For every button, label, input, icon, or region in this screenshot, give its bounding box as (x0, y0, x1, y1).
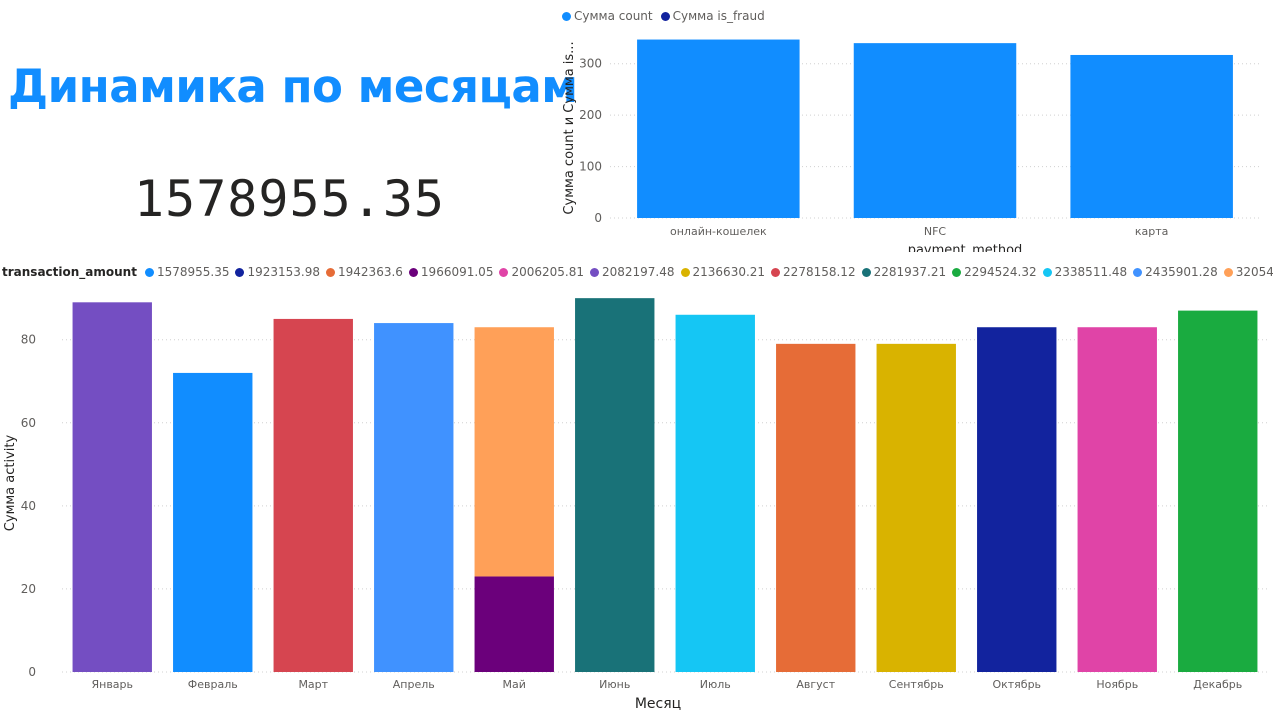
legend-item[interactable]: 1923153.98 (235, 265, 320, 279)
y-tick-label: 40 (21, 499, 36, 513)
legend-dot-icon (408, 267, 418, 277)
legend-title: transaction_amount (2, 265, 137, 279)
bar-segment (977, 327, 1057, 672)
bar-segment (374, 323, 454, 672)
x-tick-label: Август (796, 678, 835, 691)
payment-method-bar-chart: 0 100 200 300 онлайн-кошелек NFC карта payment_… (562, 39, 1260, 252)
bar-segment (1077, 327, 1157, 672)
legend-item-sum-count[interactable]: Сумма count (562, 9, 653, 23)
legend-dot-icon (589, 267, 599, 277)
bar-segment (72, 302, 152, 672)
x-tick-label: NFC (924, 225, 947, 238)
x-tick-label: Ноябрь (1096, 678, 1138, 691)
legend-label: 2006205.81 (511, 265, 584, 279)
legend-item[interactable]: 2136630.21 (680, 265, 766, 279)
legend-item[interactable]: 2278158.12 (771, 265, 856, 279)
legend-item[interactable]: 2435901.28 (1133, 265, 1218, 279)
legend-dot-icon (326, 267, 336, 277)
legend-item[interactable]: 1942363.6 (326, 265, 403, 279)
y-axis-title: Сумма activity (3, 434, 18, 531)
y-tick-label: 0 (28, 665, 36, 679)
legend-label: 2435901.28 (1145, 265, 1218, 279)
legend-dot-icon (952, 267, 962, 277)
legend-item[interactable]: 2294524.32 (952, 265, 1037, 279)
bar-segment (675, 314, 755, 672)
legend-label: 2082197.48 (601, 265, 675, 279)
x-tick-label: Март (298, 678, 328, 691)
legend-label: 2278158.12 (783, 265, 856, 279)
page-title: Динамика по месяцам (8, 60, 578, 113)
bar (853, 43, 1017, 219)
kpi-card-value: 1578955.35 (134, 170, 446, 228)
legend-label: 1923153.98 (247, 265, 321, 279)
legend-label: Сумма count (574, 9, 653, 23)
y-tick-label: 80 (21, 333, 36, 347)
legend-dot-icon (660, 11, 670, 21)
legend-item[interactable]: 32054.13 (1223, 265, 1273, 279)
y-tick-label: 20 (21, 582, 36, 596)
legend-item[interactable]: 2006205.81 (499, 265, 584, 279)
legend-item[interactable]: 2338511.48 (1042, 265, 1128, 279)
y-tick-label: 100 (579, 160, 602, 174)
legend-item[interactable]: 1578955.35 (144, 265, 230, 279)
bar-segment (1178, 310, 1258, 672)
x-tick-label: Июль (700, 678, 731, 691)
legend-label: 2136630.21 (692, 265, 766, 279)
legend-item-sum-is-fraud[interactable]: Сумма is_fraud (660, 9, 765, 23)
monthly-activity-bar-chart: 0 20 40 60 80 Январь Февраль Март Апрель Май Июнь И… (3, 298, 1268, 711)
legend-dot-icon (499, 267, 509, 277)
legend-dot-icon (771, 267, 781, 277)
bar-segment (876, 343, 956, 672)
bar-segment (474, 327, 554, 577)
legend-label: 1942363.6 (338, 265, 403, 279)
x-axis-title: payment_method (908, 243, 1023, 252)
x-tick-label: Апрель (393, 678, 435, 691)
legend-dot-icon (1133, 267, 1143, 277)
legend-dot-icon (235, 267, 245, 277)
x-tick-label: Декабрь (1193, 678, 1242, 691)
legend-label: 32054.13 (1235, 265, 1273, 279)
bar (1070, 54, 1233, 218)
x-tick-label: Июнь (599, 678, 630, 691)
legend-label: 1966091.05 (420, 265, 494, 279)
legend-dot-icon (861, 267, 871, 277)
legend-label: Сумма is_fraud (672, 9, 765, 23)
x-tick-label: Май (503, 678, 526, 691)
bar-segment (474, 576, 554, 672)
y-axis-title: Сумма count и Сумма is... (562, 41, 577, 214)
x-tick-label: Октябрь (992, 678, 1041, 691)
monthly-chart-legend: transaction_amount 1578955.35 1923153.98 1… (2, 265, 1273, 279)
y-tick-label: 300 (579, 57, 602, 71)
bar-segment (575, 298, 655, 672)
legend-label: 2338511.48 (1054, 265, 1128, 279)
x-tick-label: Январь (91, 678, 133, 691)
x-tick-label: Февраль (188, 678, 238, 691)
x-tick-label: карта (1135, 225, 1169, 238)
x-axis-title: Месяц (635, 696, 681, 711)
legend-label: 2294524.32 (964, 265, 1037, 279)
y-tick-label: 0 (594, 211, 602, 225)
bar-segment (173, 372, 253, 672)
legend-dot-icon (1042, 267, 1052, 277)
top-chart-legend: Сумма count Сумма is_fraud (562, 9, 765, 23)
legend-item[interactable]: 2281937.21 (861, 265, 947, 279)
legend-item[interactable]: 1966091.05 (408, 265, 494, 279)
x-tick-label: Сентябрь (889, 678, 944, 691)
bar-segment (273, 318, 353, 672)
legend-label: 2281937.21 (873, 265, 947, 279)
legend-item[interactable]: 2082197.48 (589, 265, 675, 279)
y-tick-label: 60 (21, 416, 36, 430)
bar-segment (776, 343, 856, 672)
legend-dot-icon (1223, 267, 1233, 277)
legend-label: 1578955.35 (156, 265, 230, 279)
bar (637, 39, 800, 218)
legend-dot-icon (562, 11, 571, 21)
y-tick-label: 200 (579, 108, 602, 122)
legend-dot-icon (144, 267, 154, 277)
x-tick-label: онлайн-кошелек (670, 225, 767, 238)
legend-dot-icon (680, 267, 690, 277)
